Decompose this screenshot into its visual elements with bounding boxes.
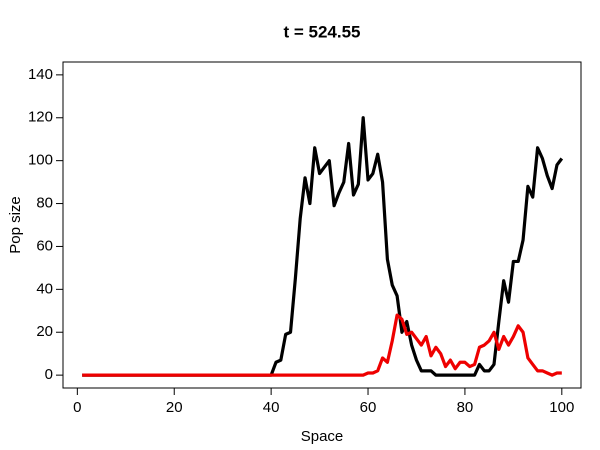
- x-tick-label: 0: [73, 399, 81, 416]
- y-tick-label: 60: [36, 237, 53, 254]
- plot-box: [62, 61, 582, 389]
- y-tick-label: 100: [28, 152, 53, 169]
- x-axis-label: Space: [301, 428, 344, 445]
- x-tick-label: 100: [549, 399, 574, 416]
- y-tick-label: 120: [28, 109, 53, 126]
- y-axis-label: Pop size: [7, 196, 24, 254]
- x-tick-label: 80: [457, 399, 474, 416]
- x-tick-label: 60: [360, 399, 377, 416]
- y-tick-label: 40: [36, 280, 53, 297]
- series-line: [82, 313, 562, 377]
- y-tick-label: 140: [28, 66, 53, 83]
- y-tick-label: 80: [36, 195, 53, 212]
- y-tick-label: 20: [36, 323, 53, 340]
- chart-title: t = 524.55: [283, 22, 360, 41]
- x-tick-label: 20: [166, 399, 183, 416]
- y-tick-label: 0: [45, 366, 53, 383]
- x-tick-label: 40: [263, 399, 280, 416]
